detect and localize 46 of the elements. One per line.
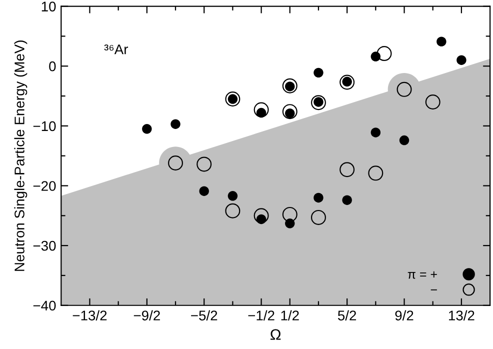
y-tick-label: −40 <box>33 300 56 311</box>
point <box>399 135 410 146</box>
point <box>254 208 269 224</box>
y-tick-label: −20 <box>33 181 56 191</box>
point <box>310 95 326 110</box>
x-tick-label: 5/2 <box>338 310 356 320</box>
y-tick-label: −10 <box>33 121 56 132</box>
x-tick-label: 1/2 <box>281 310 299 320</box>
point <box>196 156 212 172</box>
point <box>282 78 298 94</box>
y-tick-label: 0 <box>49 61 56 72</box>
point <box>376 46 392 62</box>
annotation: ³⁶Ar <box>104 44 128 54</box>
point <box>142 124 152 134</box>
point <box>368 166 384 181</box>
point <box>370 52 381 62</box>
legend-label: π = + <box>408 271 437 279</box>
point <box>314 68 324 78</box>
y-tick-label: −30 <box>33 240 56 251</box>
point <box>225 203 240 218</box>
x-tick-label: 13/2 <box>448 310 474 320</box>
point <box>285 218 295 228</box>
point <box>310 210 326 225</box>
point <box>170 119 180 129</box>
point <box>425 94 440 110</box>
x-tick-label: −5/2 <box>191 310 218 320</box>
point <box>370 128 381 138</box>
point <box>342 195 352 205</box>
point <box>340 162 355 178</box>
point <box>228 191 238 201</box>
point <box>456 55 466 65</box>
point <box>282 206 298 222</box>
x-axis-title: Ω <box>270 329 281 340</box>
x-tick-label: −9/2 <box>134 310 160 320</box>
x-tick-label: −1/2 <box>248 310 274 320</box>
x-tick-label: 9/2 <box>395 310 414 320</box>
y-tick-label: 10 <box>42 2 56 12</box>
y-axis-title: Neutron Single-Particle Energy (MeV) <box>14 40 28 271</box>
x-tick-label: −13/2 <box>72 310 107 320</box>
point <box>314 192 324 203</box>
legend-label: − <box>430 289 437 290</box>
point <box>340 74 355 90</box>
point <box>282 104 298 120</box>
point <box>254 102 269 118</box>
point <box>199 186 209 196</box>
point <box>436 36 446 46</box>
